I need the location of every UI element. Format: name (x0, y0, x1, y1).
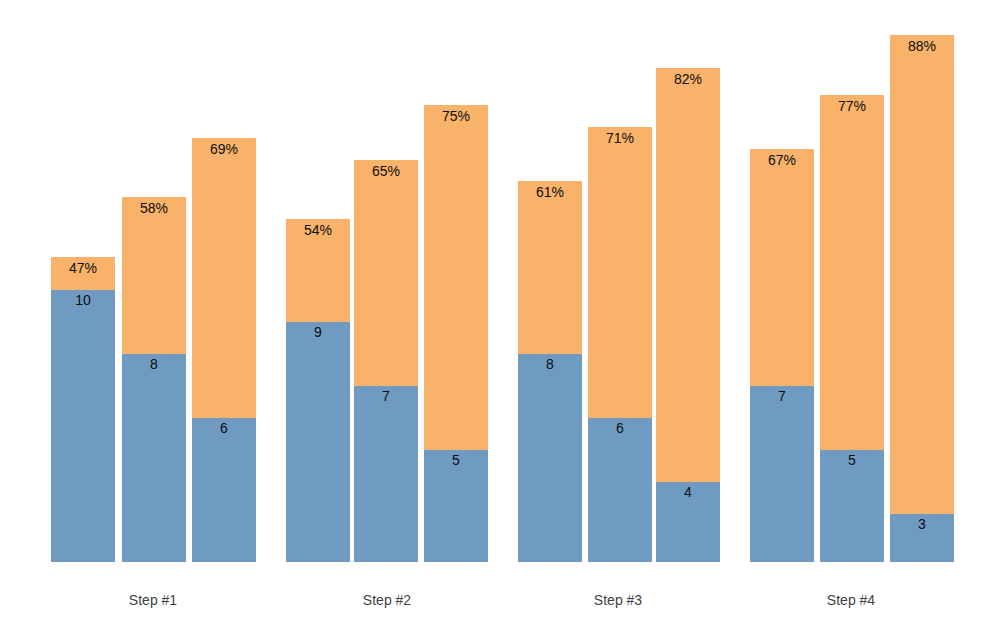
x-axis-category-label: Step #3 (594, 592, 642, 608)
bar-count-label: 6 (588, 421, 652, 436)
bar-percent-label: 82% (656, 72, 720, 87)
bar: 77% 5 (820, 95, 884, 562)
bar-percent-label: 58% (122, 201, 186, 216)
bar-count-label: 5 (424, 453, 488, 468)
x-axis-category-label: Step #4 (827, 592, 875, 608)
bar-count-segment: 5 (820, 450, 884, 562)
bar-count-segment: 8 (122, 354, 186, 562)
bar-count-label: 7 (750, 389, 814, 404)
bar-count-segment: 7 (354, 386, 418, 562)
bar-count-label: 3 (890, 517, 954, 532)
bar-percent-label: 71% (588, 131, 652, 146)
bar-count-segment: 6 (588, 418, 652, 562)
bar-count-segment: 6 (192, 418, 256, 562)
bar-percent-label: 69% (192, 142, 256, 157)
bar-percent-label: 77% (820, 99, 884, 114)
bar-count-segment: 3 (890, 514, 954, 562)
bar-percent-label: 54% (286, 223, 350, 238)
bar-count-label: 7 (354, 389, 418, 404)
bar: 61% 8 (518, 181, 582, 562)
bar: 71% 6 (588, 127, 652, 562)
stacked-bar-chart: 47% 10 58% 8 69% 6 Step #1 54% 9 65% 7 75% 5 Step #2 6… (0, 0, 1000, 618)
bar: 58% 8 (122, 197, 186, 562)
bar: 69% 6 (192, 138, 256, 562)
bar-count-segment: 7 (750, 386, 814, 562)
bar-count-label: 5 (820, 453, 884, 468)
bar-percent-label: 61% (518, 185, 582, 200)
bar: 75% 5 (424, 105, 488, 562)
bar-percent-label: 65% (354, 164, 418, 179)
bar-count-label: 8 (518, 357, 582, 372)
bar-count-label: 10 (51, 293, 115, 308)
bar-count-segment: 4 (656, 482, 720, 562)
bar-count-label: 6 (192, 421, 256, 436)
bar-count-label: 8 (122, 357, 186, 372)
bar: 65% 7 (354, 160, 418, 562)
bar-count-segment: 8 (518, 354, 582, 562)
bar-count-segment: 9 (286, 322, 350, 562)
bar: 47% 10 (51, 257, 115, 562)
bar-percent-label: 67% (750, 153, 814, 168)
bar: 88% 3 (890, 35, 954, 562)
x-axis-category-label: Step #1 (129, 592, 177, 608)
bar: 82% 4 (656, 68, 720, 562)
bar-percent-label: 88% (890, 39, 954, 54)
bar-count-segment: 10 (51, 290, 115, 562)
bar-percent-label: 47% (51, 261, 115, 276)
bar-count-segment: 5 (424, 450, 488, 562)
bar-percent-label: 75% (424, 109, 488, 124)
x-axis-category-label: Step #2 (363, 592, 411, 608)
bar-count-label: 4 (656, 485, 720, 500)
bar: 67% 7 (750, 149, 814, 562)
bar: 54% 9 (286, 219, 350, 562)
bar-count-label: 9 (286, 325, 350, 340)
